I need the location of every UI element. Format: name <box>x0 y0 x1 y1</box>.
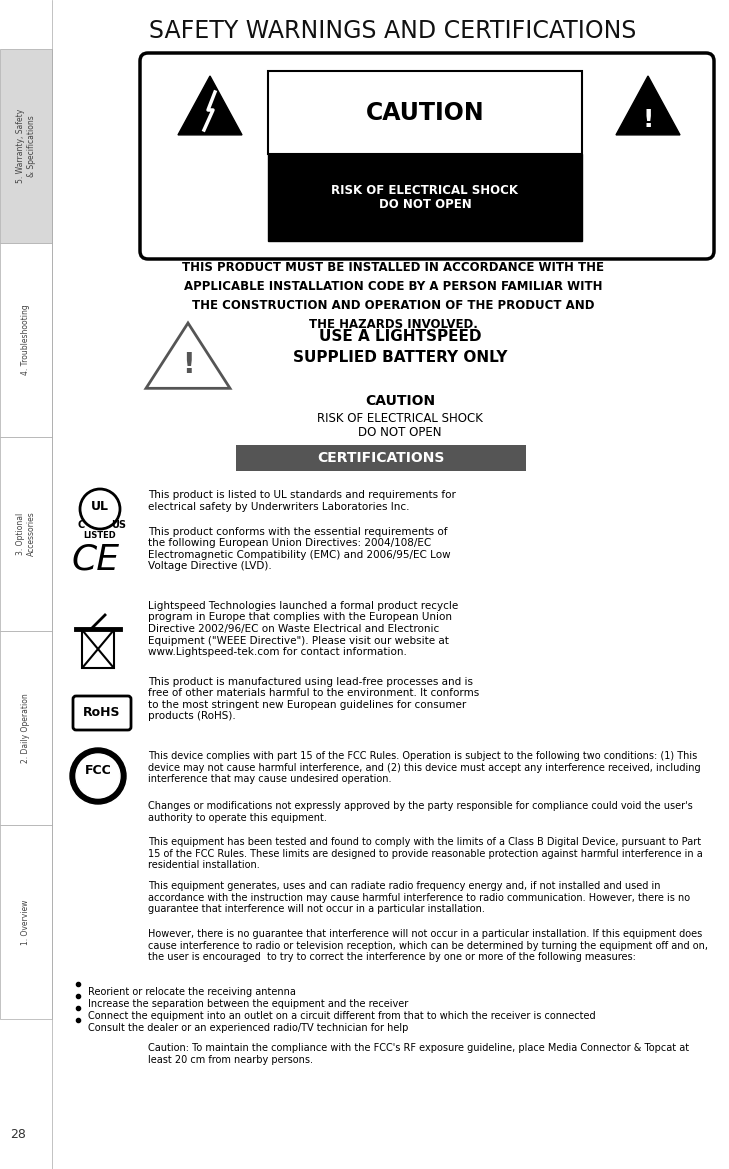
Text: Increase the separation between the equipment and the receiver: Increase the separation between the equi… <box>88 999 408 1009</box>
Text: This device complies with part 15 of the FCC Rules. Operation is subject to the : This device complies with part 15 of the… <box>148 750 701 784</box>
Text: FCC: FCC <box>85 765 112 777</box>
Circle shape <box>76 754 120 798</box>
Text: 28: 28 <box>10 1128 26 1141</box>
Text: This product is manufactured using lead-free processes and is
free of other mate: This product is manufactured using lead-… <box>148 677 479 721</box>
Text: 4. Troubleshooting: 4. Troubleshooting <box>21 305 31 375</box>
FancyBboxPatch shape <box>268 154 582 241</box>
Text: CE: CE <box>72 542 120 576</box>
Text: !: ! <box>182 351 195 379</box>
Text: UL: UL <box>91 500 109 513</box>
Text: US: US <box>112 520 127 530</box>
Text: 2. Daily Operation: 2. Daily Operation <box>21 693 31 763</box>
Text: 3. Optional
Accessories: 3. Optional Accessories <box>16 512 36 556</box>
Text: However, there is no guarantee that interference will not occur in a particular : However, there is no guarantee that inte… <box>148 929 708 962</box>
Text: THIS PRODUCT MUST BE INSTALLED IN ACCORDANCE WITH THE
APPLICABLE INSTALLATION CO: THIS PRODUCT MUST BE INSTALLED IN ACCORD… <box>182 261 604 331</box>
Text: This product is listed to UL standards and requirements for
electrical safety by: This product is listed to UL standards a… <box>148 490 456 512</box>
Text: Caution: To maintain the compliance with the FCC's RF exposure guideline, place : Caution: To maintain the compliance with… <box>148 1043 689 1065</box>
Text: DO NOT OPEN: DO NOT OPEN <box>358 427 442 440</box>
Text: SAFETY WARNINGS AND CERTIFICATIONS: SAFETY WARNINGS AND CERTIFICATIONS <box>149 19 636 43</box>
FancyBboxPatch shape <box>0 631 52 825</box>
FancyBboxPatch shape <box>236 445 526 471</box>
Text: Consult the dealer or an experienced radio/TV technician for help: Consult the dealer or an experienced rad… <box>88 1023 408 1033</box>
Circle shape <box>70 748 126 804</box>
Text: RoHS: RoHS <box>83 706 121 719</box>
Text: RISK OF ELECTRICAL SHOCK
DO NOT OPEN: RISK OF ELECTRICAL SHOCK DO NOT OPEN <box>332 184 518 212</box>
FancyBboxPatch shape <box>0 825 52 1019</box>
Text: This equipment has been tested and found to comply with the limits of a Class B : This equipment has been tested and found… <box>148 837 703 870</box>
Text: Lightspeed Technologies launched a formal product recycle
program in Europe that: Lightspeed Technologies launched a forma… <box>148 601 459 657</box>
Text: 5. Warranty, Safety
& Specifications: 5. Warranty, Safety & Specifications <box>16 109 36 184</box>
Text: CAUTION: CAUTION <box>365 394 435 408</box>
Text: 1. Overview: 1. Overview <box>21 899 31 945</box>
FancyBboxPatch shape <box>268 71 582 154</box>
FancyBboxPatch shape <box>0 243 52 437</box>
Text: This equipment generates, uses and can radiate radio frequency energy and, if no: This equipment generates, uses and can r… <box>148 881 690 914</box>
Text: Reorient or relocate the receiving antenna: Reorient or relocate the receiving anten… <box>88 987 296 997</box>
Polygon shape <box>146 323 230 388</box>
Text: CERTIFICATIONS: CERTIFICATIONS <box>317 451 445 465</box>
Text: RISK OF ELECTRICAL SHOCK: RISK OF ELECTRICAL SHOCK <box>317 413 483 426</box>
FancyBboxPatch shape <box>0 437 52 631</box>
Polygon shape <box>178 76 242 134</box>
Polygon shape <box>616 76 680 134</box>
FancyBboxPatch shape <box>73 696 131 729</box>
Text: Changes or modifications not expressly approved by the party responsible for com: Changes or modifications not expressly a… <box>148 801 693 823</box>
Text: !: ! <box>642 108 654 132</box>
FancyBboxPatch shape <box>140 53 714 260</box>
Text: C: C <box>77 520 85 530</box>
Text: CAUTION: CAUTION <box>366 101 484 125</box>
FancyBboxPatch shape <box>0 49 52 243</box>
Text: LISTED: LISTED <box>84 531 117 540</box>
Text: Connect the equipment into an outlet on a circuit different from that to which t: Connect the equipment into an outlet on … <box>88 1011 596 1021</box>
Text: USE A LIGHTSPEED
SUPPLIED BATTERY ONLY: USE A LIGHTSPEED SUPPLIED BATTERY ONLY <box>293 328 507 365</box>
Text: This product conforms with the essential requirements of
the following European : This product conforms with the essential… <box>148 526 451 572</box>
